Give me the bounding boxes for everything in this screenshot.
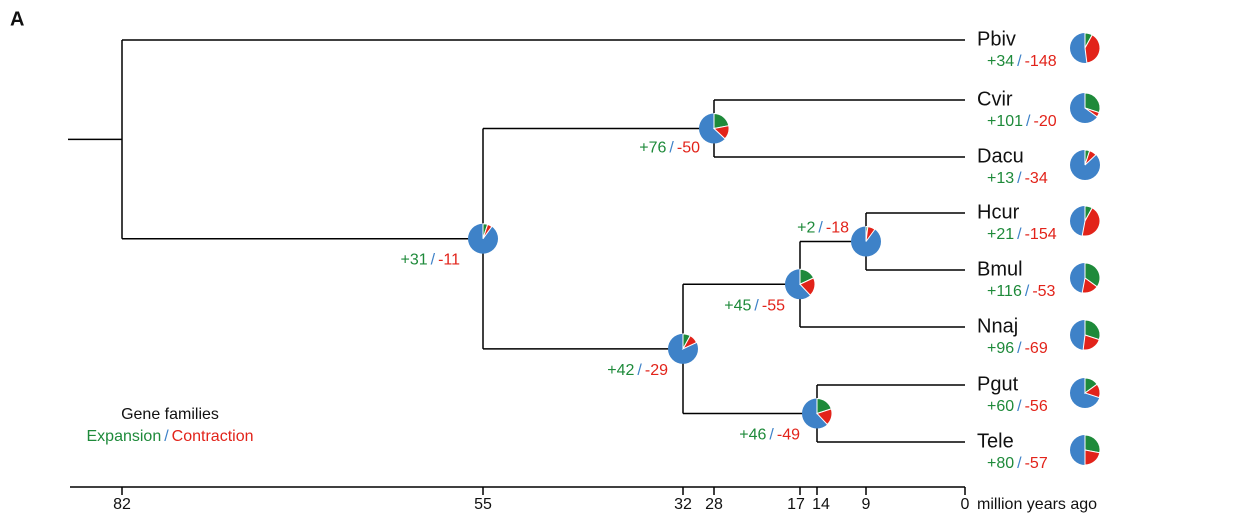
legend-contraction: Contraction xyxy=(172,428,254,445)
change-counts: +42/-29 xyxy=(607,362,668,379)
separator: / xyxy=(1017,340,1022,357)
axis-tick-label: 32 xyxy=(674,496,692,513)
axis-tick-label: 17 xyxy=(787,496,805,513)
pie-contraction xyxy=(1081,277,1098,294)
contraction-count: -57 xyxy=(1025,455,1048,472)
expansion-count: +34 xyxy=(987,53,1014,70)
separator: / xyxy=(1025,283,1030,300)
expansion-count: +76 xyxy=(639,140,666,157)
expansion-count: +116 xyxy=(987,283,1022,300)
contraction-count: -11 xyxy=(438,252,460,269)
leaf-name: Pbiv xyxy=(977,28,1016,50)
expansion-count: +21 xyxy=(987,226,1014,243)
change-counts: +31/-11 xyxy=(400,252,460,269)
separator: / xyxy=(769,427,774,444)
separator: / xyxy=(1017,226,1022,243)
pie-contraction xyxy=(1084,449,1101,466)
change-counts: +60/-56 xyxy=(987,398,1048,415)
separator: / xyxy=(1017,398,1022,415)
expansion-count: +60 xyxy=(987,398,1014,415)
pie-contraction xyxy=(1084,107,1100,118)
axis-tick-label: 28 xyxy=(705,496,723,513)
leaf-name: Nnaj xyxy=(977,315,1018,337)
panel-label: A xyxy=(10,8,24,30)
pie-expansion xyxy=(1084,262,1101,288)
leaf-name: Hcur xyxy=(977,201,1020,223)
expansion-count: +2 xyxy=(797,220,815,237)
separator: / xyxy=(1017,170,1022,187)
pie-contraction xyxy=(1084,150,1097,166)
contraction-count: -55 xyxy=(762,297,785,314)
leaf-name: Tele xyxy=(977,430,1014,452)
change-counts: +34/-148 xyxy=(987,53,1057,70)
pie-contraction xyxy=(1083,383,1101,399)
separator: / xyxy=(1017,455,1022,472)
separator: / xyxy=(754,297,759,314)
change-counts: +45/-55 xyxy=(724,297,785,314)
change-counts: +76/-50 xyxy=(639,140,700,157)
expansion-count: +42 xyxy=(607,362,634,379)
change-counts: +46/-49 xyxy=(739,427,800,444)
legend-separator: / xyxy=(164,428,169,445)
leaf-name: Pgut xyxy=(977,373,1019,395)
separator: / xyxy=(1026,113,1031,130)
leaf-name: Cvir xyxy=(977,88,1013,110)
pie-contraction xyxy=(865,226,876,242)
contraction-count: -18 xyxy=(826,220,849,237)
change-counts: +2/-18 xyxy=(797,220,849,237)
separator: / xyxy=(1017,53,1022,70)
contraction-count: -56 xyxy=(1025,398,1048,415)
contraction-count: -50 xyxy=(677,140,700,157)
expansion-count: +45 xyxy=(724,297,751,314)
legend-expansion: Expansion xyxy=(87,428,162,445)
change-counts: +21/-154 xyxy=(987,226,1057,243)
pie-expansion xyxy=(1084,92,1101,114)
contraction-count: -53 xyxy=(1032,283,1055,300)
pie-contraction xyxy=(712,125,730,140)
separator: / xyxy=(431,252,436,269)
axis-tick-label: 14 xyxy=(812,496,830,513)
leaf-name: Dacu xyxy=(977,145,1024,167)
pie-contraction xyxy=(1082,334,1100,351)
pie-contraction xyxy=(482,223,493,239)
expansion-count: +101 xyxy=(987,113,1023,130)
axis-tick-label: 82 xyxy=(113,496,131,513)
expansion-count: +80 xyxy=(987,455,1014,472)
change-counts: +13/-34 xyxy=(987,170,1048,187)
contraction-count: -29 xyxy=(645,362,668,379)
axis-tick-label: 0 xyxy=(961,496,970,513)
pie-expansion xyxy=(1084,319,1101,341)
contraction-count: -20 xyxy=(1034,113,1057,130)
pie-contraction xyxy=(816,408,833,426)
contraction-count: -148 xyxy=(1025,53,1057,70)
change-counts: +116/-53 xyxy=(987,283,1056,300)
expansion-count: +46 xyxy=(739,427,766,444)
pie-contraction xyxy=(1081,207,1101,237)
separator: / xyxy=(637,362,642,379)
pie-contraction xyxy=(799,277,816,296)
expansion-count: +96 xyxy=(987,340,1014,357)
axis-tick-label: 55 xyxy=(474,496,492,513)
change-counts: +80/-57 xyxy=(987,455,1048,472)
separator: / xyxy=(818,220,823,237)
contraction-count: -154 xyxy=(1025,226,1057,243)
expansion-count: +13 xyxy=(987,170,1014,187)
axis-label: million years ago xyxy=(977,496,1097,513)
separator: / xyxy=(669,140,674,157)
leaf-name: Bmul xyxy=(977,258,1023,280)
pie-expansion xyxy=(1084,434,1101,454)
contraction-count: -49 xyxy=(777,427,800,444)
expansion-count: +31 xyxy=(400,252,427,269)
axis-tick-label: 9 xyxy=(862,496,871,513)
contraction-count: -69 xyxy=(1025,340,1048,357)
pie-contraction xyxy=(1084,34,1101,64)
change-counts: +101/-20 xyxy=(987,113,1057,130)
contraction-count: -34 xyxy=(1025,170,1048,187)
legend-text: Expansion / Contraction xyxy=(87,428,254,445)
legend-title: Gene families xyxy=(121,406,219,423)
change-counts: +96/-69 xyxy=(987,340,1048,357)
pie-contraction xyxy=(681,335,698,350)
